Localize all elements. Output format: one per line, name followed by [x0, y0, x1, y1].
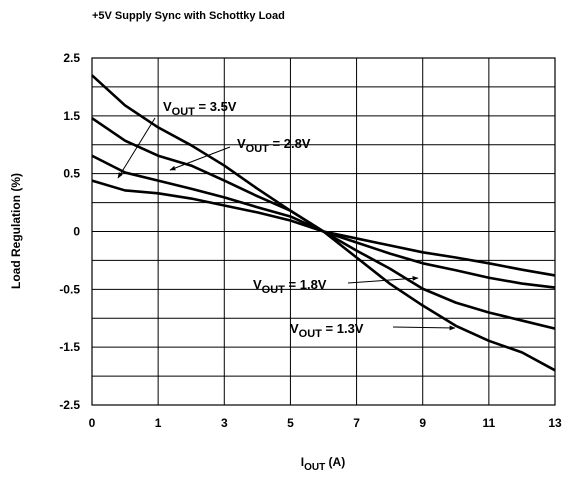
annotation: VOUT = 1.8V [253, 277, 327, 296]
annotation-part: V [253, 277, 262, 292]
annotation-part: V [237, 136, 246, 151]
x-axis-label: IOUT (A) [301, 455, 345, 473]
x-tick-label: 1 [155, 416, 162, 430]
annotation-arrows [117, 117, 456, 331]
annotation-part: V [163, 99, 172, 114]
annotation: VOUT = 3.5V [163, 99, 237, 118]
y-tick-label: 0.5 [63, 167, 80, 181]
x-axis-label-part: OUT [304, 462, 325, 473]
annotation-part: OUT [262, 284, 286, 296]
x-axis-label-part: (A) [325, 455, 345, 469]
x-tick-label: 13 [548, 416, 562, 430]
y-tick-label: 1.5 [63, 109, 80, 123]
series-line [91, 179, 556, 277]
x-tick-label: 7 [353, 416, 360, 430]
x-tick-label: 3 [221, 416, 228, 430]
annotation-part: OUT [299, 328, 323, 340]
lines [91, 74, 556, 372]
chart-title: +5V Supply Sync with Schottky Load [92, 10, 285, 22]
annotation-part: OUT [172, 106, 196, 118]
x-tick-label: 11 [483, 416, 496, 430]
annotation-part: = 3.5V [195, 99, 237, 114]
annotation-part: = 2.8V [269, 136, 311, 151]
series-line [91, 117, 556, 330]
annotation-part: = 1.3V [322, 321, 364, 336]
grid [91, 57, 556, 406]
y-tick-label: -1.5 [59, 340, 80, 354]
x-tick-label: 9 [419, 416, 426, 430]
annotation-part: = 1.8V [285, 277, 327, 292]
ticks: 2.51.50.50-0.5-1.5-2.50 1 3 5 7 9 11 13 [59, 51, 562, 430]
y-tick-label: -2.5 [59, 398, 80, 412]
annotation-part: OUT [246, 143, 270, 155]
annotation: VOUT = 2.8V [237, 136, 311, 155]
y-axis-label: Load Regulation (%) [9, 173, 23, 289]
x-axis-label-group: IOUT (A) [301, 455, 345, 473]
y-tick-label: 2.5 [63, 51, 80, 65]
annotation: VOUT = 1.3V [290, 321, 364, 340]
x-tick-label: 5 [287, 416, 294, 430]
annotation-part: V [290, 321, 299, 336]
series-line [91, 154, 556, 289]
y-tick-label: -0.5 [59, 282, 80, 296]
y-tick-label: 0 [73, 225, 80, 239]
x-axis-label-part: I [301, 455, 304, 469]
x-tick-label: 0 [89, 416, 96, 430]
